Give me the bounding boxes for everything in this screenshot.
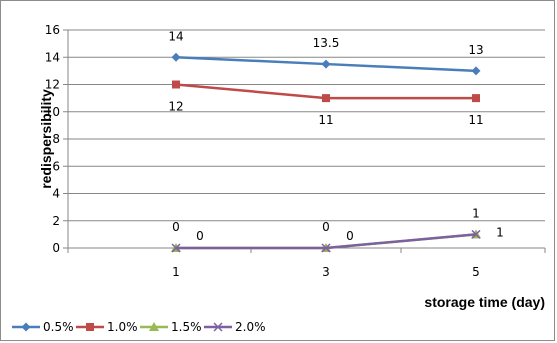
y-axis-title: redispersibility	[38, 89, 54, 189]
legend-label: 1.0%	[107, 320, 138, 334]
data-label: 13	[468, 43, 483, 57]
data-point-marker	[321, 59, 331, 69]
data-label: 0	[196, 229, 204, 243]
data-point-marker	[171, 52, 181, 62]
data-point-marker	[213, 322, 223, 332]
data-label: 0	[322, 220, 330, 234]
data-point-marker	[149, 322, 159, 331]
legend-label: 1.5%	[171, 320, 202, 334]
y-tick-label: 10	[45, 105, 60, 119]
data-label: 13.5	[313, 36, 340, 50]
data-point-marker	[86, 323, 94, 331]
gridlines	[68, 29, 545, 222]
data-label: 1	[472, 206, 480, 220]
y-tick-label: 8	[52, 132, 60, 146]
data-point-marker	[472, 94, 480, 103]
data-point-marker	[172, 80, 180, 89]
data-point-marker	[322, 94, 330, 103]
data-label: 1	[496, 225, 504, 239]
series-lines	[171, 52, 481, 253]
data-label: 0	[172, 220, 180, 234]
legend-label: 2.0%	[235, 320, 266, 334]
x-axis-title: storage time (day)	[424, 294, 545, 310]
y-tick-label: 14	[45, 50, 60, 64]
legend-label: 0.5%	[43, 320, 74, 334]
marker-stroke	[171, 243, 181, 253]
marker-stroke	[321, 243, 331, 253]
y-tick-label: 12	[45, 78, 60, 92]
data-point-marker	[471, 229, 481, 239]
data-point-marker	[21, 322, 31, 332]
data-label: 14	[168, 29, 183, 43]
y-tick-label: 2	[52, 214, 60, 228]
x-tick-label: 3	[322, 265, 330, 279]
y-tick-label: 16	[45, 23, 60, 37]
data-label: 0	[346, 229, 354, 243]
marker-stroke	[213, 322, 223, 332]
data-label: 12	[168, 100, 183, 114]
y-tick-label: 4	[52, 187, 60, 201]
data-labels: 14 13.5 13 12 11 11 0 0 1 0 0 1	[168, 29, 503, 243]
marker-stroke	[471, 229, 481, 239]
data-point-marker	[321, 243, 331, 253]
data-label: 11	[318, 113, 333, 127]
data-point-marker	[171, 243, 181, 253]
y-tick-label: 0	[52, 241, 60, 255]
y-tick-label: 6	[52, 159, 60, 173]
x-tick-label: 1	[172, 265, 180, 279]
data-point-marker	[471, 66, 481, 76]
x-tick-label: 5	[472, 265, 480, 279]
data-label: 11	[468, 113, 483, 127]
legend: 0.5% 1.0% 1.5% 2.0%	[12, 320, 266, 334]
